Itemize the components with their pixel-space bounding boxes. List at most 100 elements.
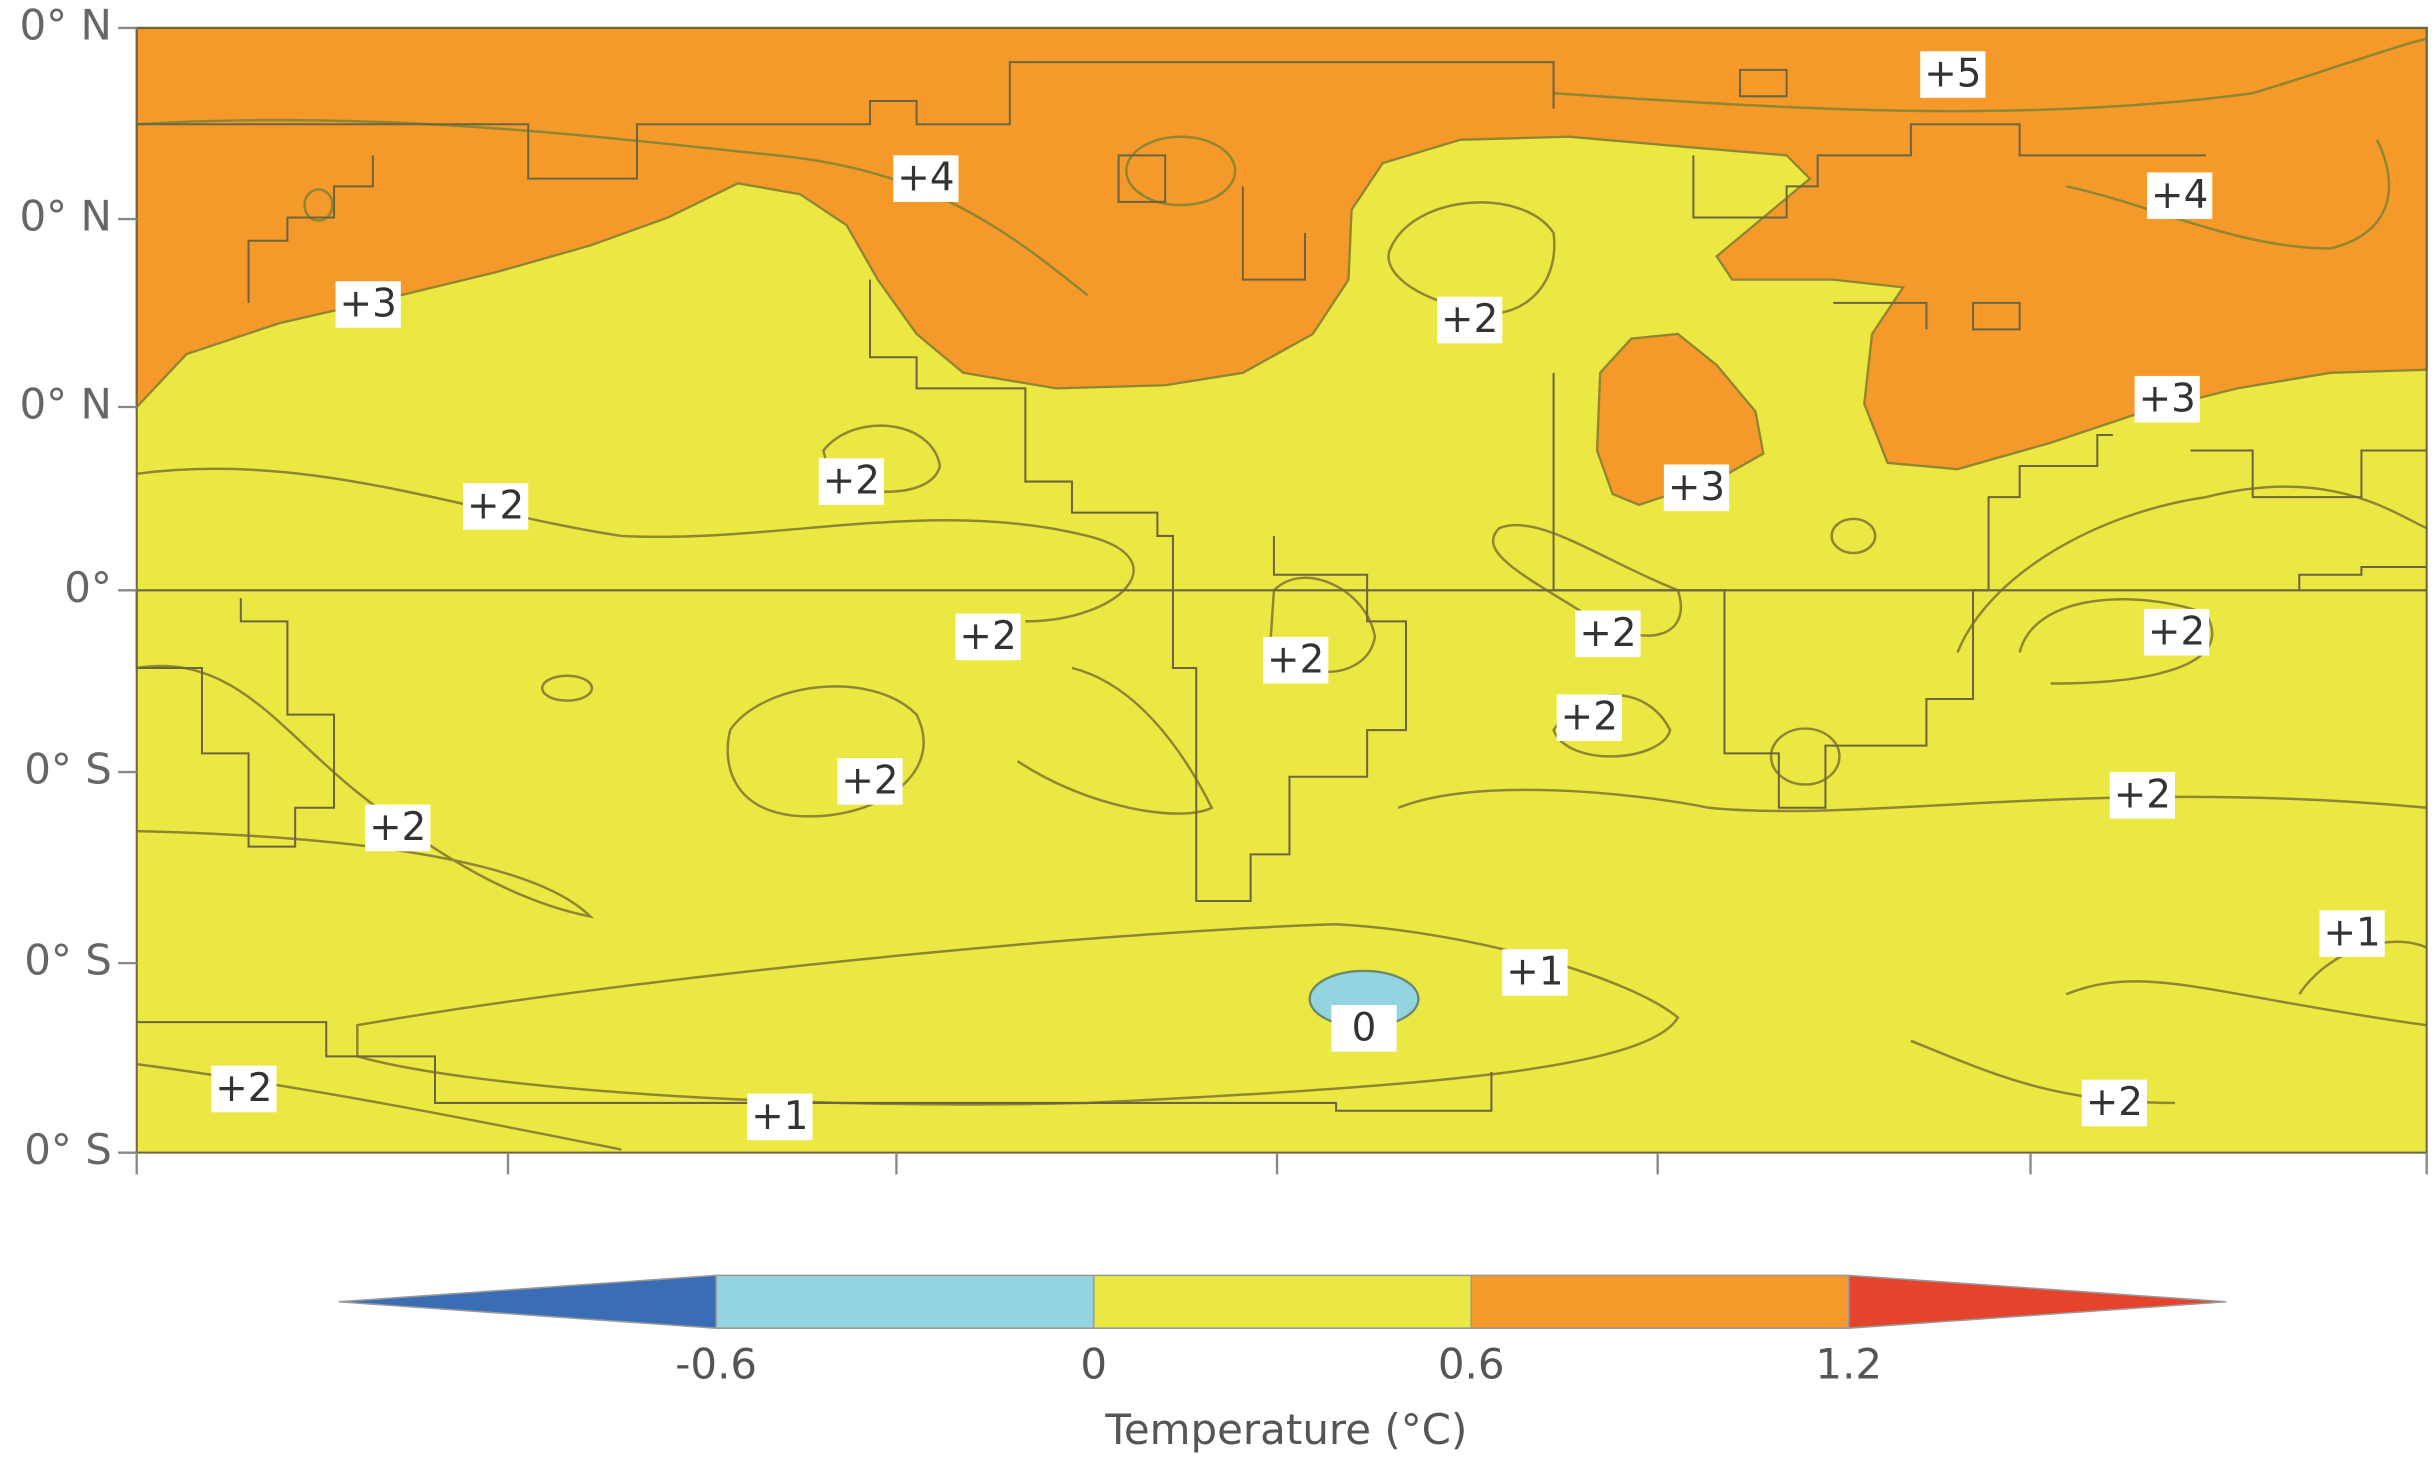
land-outline — [1552, 372, 2113, 809]
contour-label: +2 — [1575, 610, 1641, 658]
contour-label-bg — [1663, 464, 1730, 512]
contour-label-text: 0 — [1352, 1005, 1377, 1050]
colorbar-segment — [1093, 1275, 1472, 1329]
contour-line — [1491, 523, 1683, 637]
contour-label-text: +2 — [959, 614, 1016, 659]
y-tick-label: 0° N — [19, 0, 111, 49]
contour-line — [1769, 727, 1841, 786]
contour-label-bg — [2081, 1079, 2148, 1127]
contour-line — [136, 664, 595, 919]
contour-label: +2 — [2081, 1079, 2148, 1127]
contour-label: +5 — [1920, 51, 1986, 98]
y-tick-label: 0° S — [24, 936, 112, 985]
contour-label-text: +4 — [897, 156, 954, 201]
contour-line — [356, 923, 1680, 1106]
contour-label: +2 — [955, 613, 1021, 661]
contour-label: +2 — [365, 804, 431, 852]
contour-label-text: +2 — [369, 805, 426, 850]
colorbar-segment — [716, 1275, 1094, 1329]
land-outline — [2190, 449, 2427, 591]
contour-label: +2 — [837, 758, 903, 805]
land-outline — [135, 590, 336, 848]
contour-label-bg — [955, 613, 1021, 661]
contour-line — [540, 674, 594, 702]
contour-label: +3 — [335, 281, 401, 328]
contour-label-text: +2 — [2148, 609, 2205, 654]
contour-label-text: +2 — [215, 1066, 272, 1111]
contour-line — [726, 685, 925, 818]
colorbar-segment — [1471, 1275, 1849, 1329]
contour-label: +1 — [2319, 910, 2385, 957]
contour-line — [303, 188, 334, 222]
colorbar-extend-low — [338, 1275, 717, 1329]
contour-label: +2 — [1556, 694, 1622, 741]
contour-label-text: +2 — [1561, 695, 1618, 740]
contour-label-bg — [335, 281, 401, 328]
contour-label: +3 — [1663, 464, 1730, 512]
contour-label-bg — [365, 804, 431, 852]
contour-line — [136, 118, 1089, 297]
contour-label: +2 — [2109, 772, 2175, 819]
warm-region-small — [1595, 332, 1765, 507]
contour-label: +1 — [747, 1093, 813, 1141]
contour-label-text: +4 — [2151, 173, 2208, 218]
land-outline — [1738, 68, 2021, 331]
contour-label-text: +1 — [1506, 950, 1563, 995]
contour-label-bg — [2147, 172, 2213, 220]
contour-line — [2066, 139, 2391, 250]
contour-label-bg — [1556, 694, 1622, 741]
contour-line — [1397, 788, 2427, 813]
contour-label-text: +2 — [1267, 637, 1324, 682]
contour-label-text: +2 — [823, 459, 880, 504]
contour-line — [1125, 135, 1237, 207]
colorbar-tick-label: 0.6 — [1438, 1340, 1505, 1389]
y-tick-label: 0° N — [19, 192, 111, 241]
x-ticks — [135, 1152, 2428, 1175]
contour-label-bg — [2134, 375, 2200, 423]
contour-label-bg — [1920, 51, 1986, 98]
grid-boxes — [135, 26, 2428, 1154]
y-tick-label: 0° — [64, 563, 112, 612]
contour-label: +4 — [893, 155, 959, 202]
contour-line — [1016, 666, 1214, 815]
contour-label: +3 — [2134, 375, 2200, 423]
colorbar-tick-label: 1.2 — [1815, 1340, 1882, 1389]
contour-label-text: +1 — [751, 1094, 808, 1139]
colorbar-label: Temperature (°C) — [1104, 1405, 1467, 1454]
contour-label-bg — [893, 155, 959, 202]
contour-label-bg — [1331, 1005, 1397, 1052]
contour-label-text: +2 — [2086, 1080, 2143, 1125]
land-outline — [1692, 123, 2207, 219]
contour-line — [1830, 517, 1877, 555]
colorbar-tick-label: -0.6 — [675, 1340, 757, 1389]
contour-label-bg — [747, 1093, 813, 1141]
y-tick-label: 0° S — [24, 1125, 112, 1174]
contour-label-text: +1 — [2323, 911, 2380, 956]
warm-region — [135, 26, 2428, 471]
colorbar-tick-label: 0 — [1080, 1340, 1107, 1389]
contour-label-bg — [462, 483, 529, 530]
contour-line — [1553, 37, 2427, 113]
contour-line — [1956, 485, 2428, 653]
land-outline — [136, 1021, 1493, 1112]
contour-label: +2 — [1263, 636, 1329, 684]
land-outline — [136, 61, 1555, 180]
contour-label-bg — [1502, 949, 1568, 996]
contour-label-text: +2 — [841, 758, 898, 803]
contour-line — [2065, 980, 2427, 1027]
contour-label: +4 — [2147, 172, 2213, 220]
contour-label-text: +5 — [1924, 52, 1981, 97]
contour-label-text: +2 — [1441, 297, 1498, 342]
y-tick-label: 0° S — [24, 745, 112, 794]
contour-label-text: +2 — [1579, 611, 1636, 656]
contour-label-text: +3 — [1668, 465, 1725, 510]
contour-label-bg — [1575, 610, 1641, 658]
contour-label: +2 — [818, 458, 884, 505]
land-outline — [1117, 154, 1307, 281]
contour-label-text: +2 — [2114, 772, 2171, 817]
land-outline — [868, 279, 1407, 903]
contour-label-bg — [211, 1065, 277, 1113]
contour-label-bg — [2143, 608, 2210, 656]
